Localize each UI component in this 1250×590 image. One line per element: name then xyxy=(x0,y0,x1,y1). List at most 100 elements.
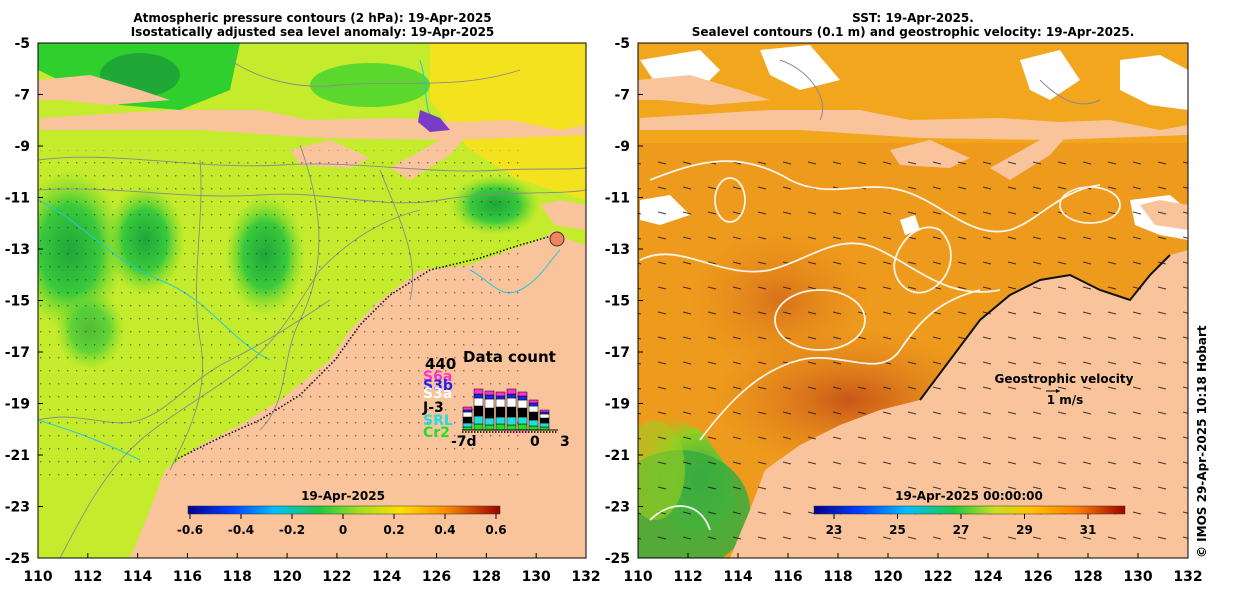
y-tick-label: -25 xyxy=(5,551,30,567)
y-tick-label: -25 xyxy=(605,551,630,567)
data-count-bar-segment xyxy=(539,417,550,424)
right-x-axis: 110 112 114 116 118 120 122 124 126 128 130 132 xyxy=(623,553,1203,585)
data-count-bar-segment xyxy=(495,406,506,418)
left-marker-station xyxy=(549,231,565,247)
y-tick-label: -23 xyxy=(605,500,630,516)
data-count-bar-segment xyxy=(484,398,495,409)
x-tick-label: 132 xyxy=(571,569,600,585)
left-dot-field xyxy=(40,150,520,480)
left-colorbar: 19-Apr-2025 -0.6 -0.4 -0.2 0 0.2 0.4 0.6 xyxy=(177,489,507,537)
left-land-tanimbar xyxy=(540,200,586,230)
right-title-line1: SST: 19-Apr-2025. xyxy=(852,11,974,25)
data-count-bar-segment xyxy=(528,425,539,431)
data-count-bar-segment xyxy=(473,405,484,417)
data-count-bar-segment xyxy=(495,391,506,397)
data-count-bar-segment xyxy=(539,409,550,413)
right-colorbar: 19-Apr-2025 00:00:00 23 25 27 29 31 xyxy=(813,489,1126,537)
data-count-axis-mid: 0 xyxy=(530,434,540,450)
left-x-axis: 110 112 114 116 118 120 122 124 126 128 130 132 xyxy=(23,553,601,585)
y-tick-label: -13 xyxy=(5,242,30,258)
left-y-axis: -5 -7 -9 -11 -13 -15 -17 -19 -21 -23 -25 xyxy=(5,36,43,567)
data-count-bar-segment xyxy=(484,407,495,419)
data-count-bar-segment xyxy=(495,395,506,400)
y-tick-label: -17 xyxy=(5,345,30,361)
x-tick-label: 130 xyxy=(522,569,551,585)
x-tick-label: 126 xyxy=(422,569,451,585)
data-count-bar-segment xyxy=(506,393,517,399)
data-count-bar-segment xyxy=(506,406,517,418)
velocity-legend: Geostrophic velocity 1 m/s xyxy=(995,372,1134,407)
copyright-text: © IMOS 29-Apr-2025 10:18 Hobart xyxy=(1195,325,1209,558)
right-colorbar-label: 19-Apr-2025 00:00:00 xyxy=(895,489,1043,503)
left-colorbar-bar xyxy=(187,505,501,515)
x-tick-label: 128 xyxy=(1073,569,1102,585)
y-tick-label: -9 xyxy=(14,139,30,155)
y-tick-label: -15 xyxy=(605,294,630,310)
data-count-bar-segment xyxy=(517,407,528,418)
x-tick-label: 130 xyxy=(1123,569,1152,585)
data-count-bar-segment xyxy=(528,411,539,421)
sat-label-cr2: Cr2 xyxy=(423,425,450,441)
data-count-bar-segment xyxy=(506,388,517,395)
colorbar-tick-label: 23 xyxy=(826,523,843,537)
x-tick-label: 118 xyxy=(223,569,252,585)
data-count-bar-segment xyxy=(473,388,484,395)
velocity-legend-arrowhead xyxy=(1056,389,1060,393)
x-tick-label: 124 xyxy=(973,569,1002,585)
data-count-bar-segment xyxy=(517,399,528,409)
velocity-legend-scale: 1 m/s xyxy=(1047,393,1084,407)
data-count-bar-segment xyxy=(484,390,495,396)
colorbar-tick-label: 29 xyxy=(1016,523,1033,537)
y-tick-label: -5 xyxy=(14,36,30,52)
data-count-bar-segment xyxy=(528,399,539,404)
left-title-line2: Isostatically adjusted sea level anomaly… xyxy=(130,25,495,39)
left-map-panel xyxy=(38,43,586,558)
x-tick-label: 112 xyxy=(673,569,702,585)
data-count-max: 440 xyxy=(425,355,456,373)
data-count-bar-segment xyxy=(528,419,539,427)
sat-label-j3: J-3 xyxy=(422,400,444,416)
sat-label-s3b: S3b xyxy=(423,378,453,394)
y-tick-label: -23 xyxy=(5,500,30,516)
y-tick-label: -7 xyxy=(14,88,30,104)
left-colorbar-label: 19-Apr-2025 xyxy=(301,489,385,503)
colorbar-tick-label: -0.6 xyxy=(177,523,203,537)
right-map-title: SST: 19-Apr-2025. Sealevel contours (0.1… xyxy=(638,11,1188,39)
data-count-bar-segment xyxy=(506,416,517,426)
x-tick-label: 132 xyxy=(1173,569,1202,585)
data-count-inset: Data count 440 S6a S3b S3a J-3 SRL -7d 0… xyxy=(422,348,570,450)
right-map-panel xyxy=(638,43,1188,558)
colorbar-tick-label: -0.2 xyxy=(279,523,305,537)
y-tick-label: -19 xyxy=(5,397,30,413)
data-count-bars xyxy=(462,388,550,431)
data-count-bar-segment xyxy=(528,405,539,413)
left-anomaly-purple xyxy=(418,110,450,132)
left-map-title: Atmospheric pressure contours (2 hPa): 1… xyxy=(40,11,585,39)
data-count-title: Data count xyxy=(463,348,556,366)
x-tick-label: 116 xyxy=(173,569,202,585)
x-tick-label: 126 xyxy=(1023,569,1052,585)
data-count-bar-segment xyxy=(462,406,473,411)
colorbar-tick-label: 0 xyxy=(339,523,347,537)
left-land-java xyxy=(38,75,170,105)
y-tick-label: -21 xyxy=(5,448,30,464)
data-count-bar-segment xyxy=(528,402,539,407)
x-tick-label: 114 xyxy=(723,569,752,585)
data-count-bar-segment xyxy=(462,416,473,424)
right-depth-contours xyxy=(779,59,1101,121)
data-count-bar-segment xyxy=(506,397,517,408)
y-tick-label: -11 xyxy=(5,191,30,207)
data-count-bar-segment xyxy=(539,422,550,428)
y-tick-label: -7 xyxy=(614,88,630,104)
y-tick-label: -11 xyxy=(605,191,630,207)
x-tick-label: 128 xyxy=(472,569,501,585)
data-count-bar-segment xyxy=(517,391,528,397)
left-land-lesser-sunda xyxy=(40,110,586,140)
data-count-bar-segment xyxy=(495,423,506,431)
data-count-bar-segment xyxy=(462,422,473,428)
data-count-bar-segment xyxy=(517,395,528,401)
y-tick-label: -9 xyxy=(614,139,630,155)
right-colorbar-bar xyxy=(813,505,1126,515)
data-count-bar-segment xyxy=(495,398,506,408)
x-tick-label: 110 xyxy=(623,569,652,585)
